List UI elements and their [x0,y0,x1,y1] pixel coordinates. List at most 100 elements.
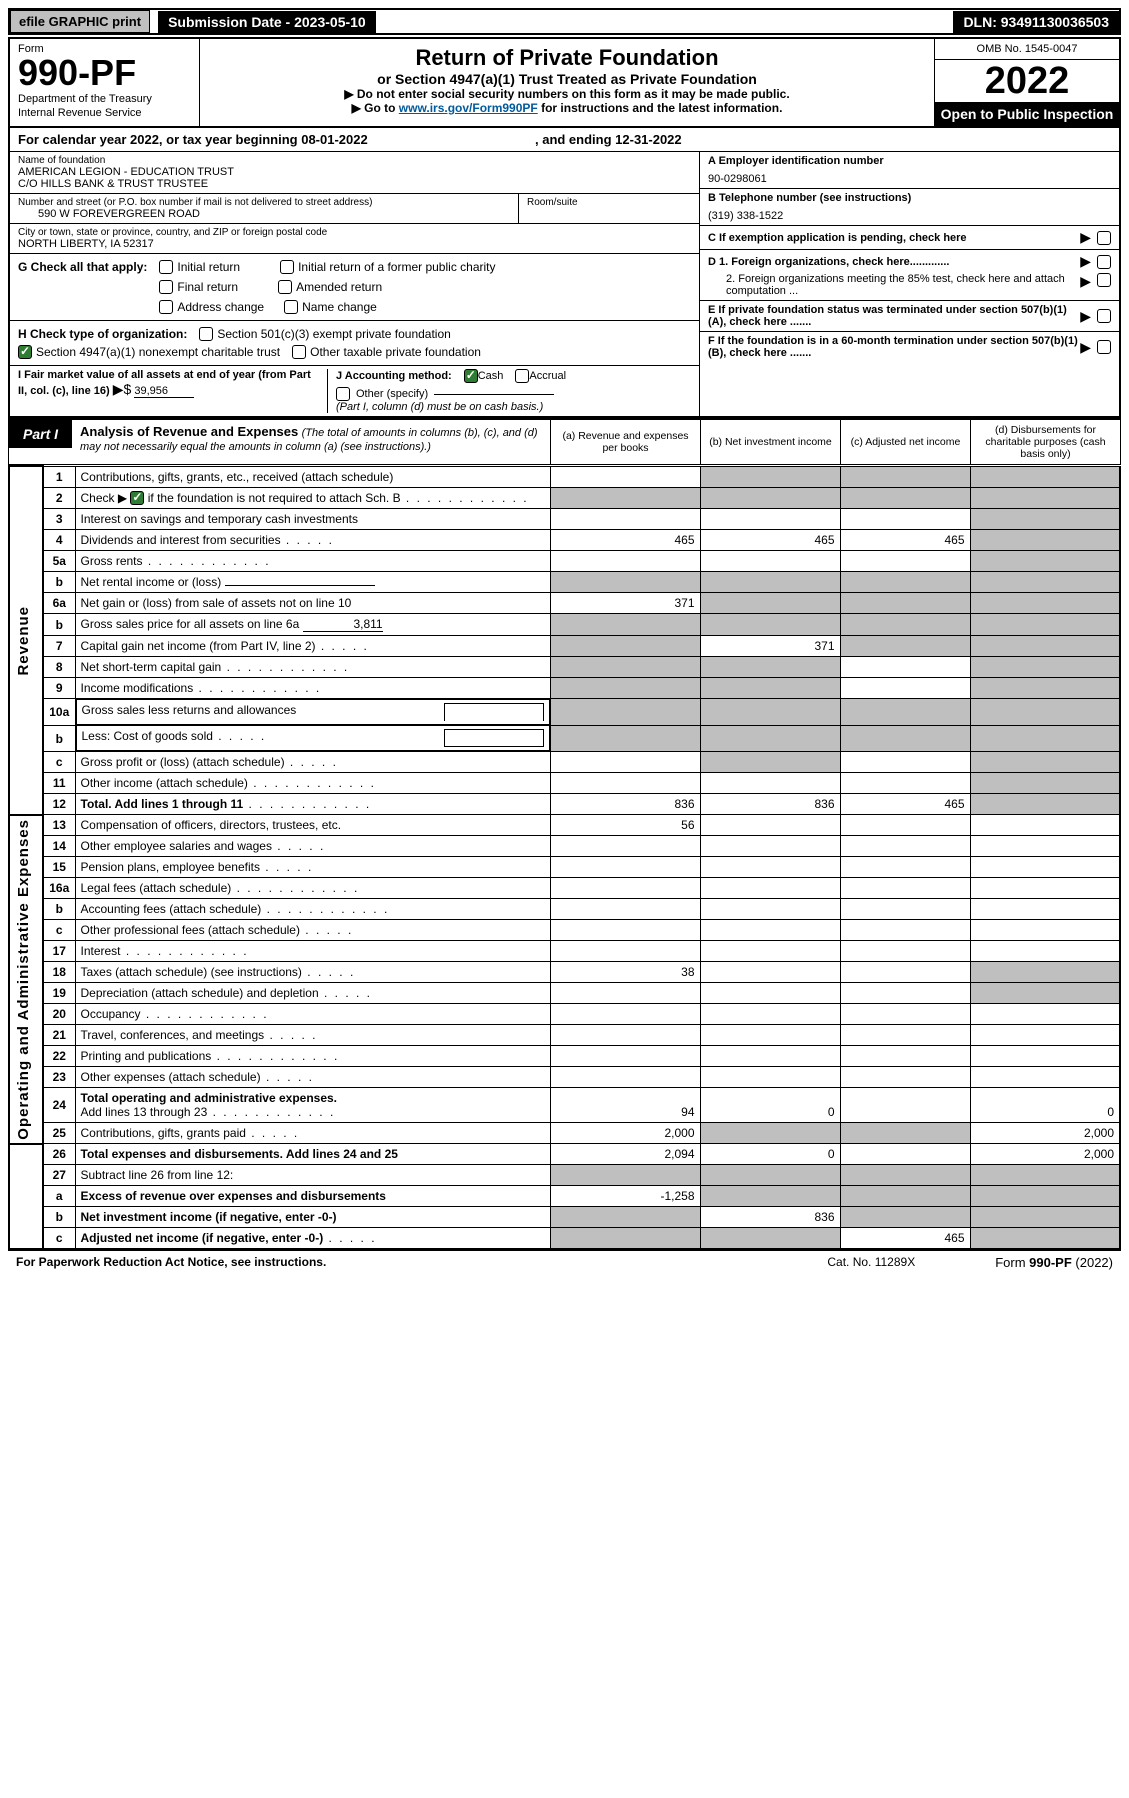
r27b-b: 836 [700,1207,840,1228]
line-10a-desc: Gross sales less returns and allowances [76,699,550,725]
table-row: aExcess of revenue over expenses and dis… [9,1186,1120,1207]
r26d: 2,000 [970,1144,1120,1165]
line-15-desc: Pension plans, employee benefits [75,857,550,878]
r24b: 0 [700,1088,840,1123]
c-label: C If exemption application is pending, c… [708,232,1080,244]
h-501c3-checkbox[interactable] [199,327,213,341]
j-cash-checkbox[interactable] [464,369,478,383]
line-10c-desc: Gross profit or (loss) (attach schedule) [75,752,550,773]
g-o6: Name change [302,300,377,314]
address-row: Number and street (or P.O. box number if… [10,194,699,224]
g-address-change-checkbox[interactable] [159,300,173,314]
line-4-desc: Dividends and interest from securities [75,530,550,551]
line-13-desc: Compensation of officers, directors, tru… [75,815,550,836]
j-o2: Accrual [529,370,566,382]
r24a: 94 [550,1088,700,1123]
entity-info: Name of foundation AMERICAN LEGION - EDU… [8,152,1121,418]
j-accrual-checkbox[interactable] [515,369,529,383]
g-o4: Amended return [296,280,382,294]
r12b: 836 [700,794,840,815]
ij-row: I Fair market value of all assets at end… [10,366,699,416]
efile-print-button[interactable]: efile GRAPHIC print [10,10,150,33]
goto-line: ▶ Go to www.irs.gov/Form990PF for instru… [208,101,926,115]
table-row: 23Other expenses (attach schedule) [9,1067,1120,1088]
form-subtitle: or Section 4947(a)(1) Trust Treated as P… [208,71,926,87]
line-27b-desc: Net investment income (if negative, ente… [75,1207,550,1228]
b-cell: B Telephone number (see instructions) (3… [700,189,1119,226]
f-checkbox[interactable] [1097,340,1111,354]
info-right: A Employer identification number 90-0298… [699,152,1119,416]
col-b-header: (b) Net investment income [700,420,840,464]
table-row: 2Check ▶ if the foundation is not requir… [9,487,1120,509]
line-5b-desc: Net rental income or (loss) [75,572,550,593]
e-checkbox[interactable] [1097,309,1111,323]
part1-title: Analysis of Revenue and Expenses [80,424,298,439]
table-row: 22Printing and publications [9,1046,1120,1067]
d2-checkbox[interactable] [1097,273,1111,287]
name-label: Name of foundation [18,155,691,166]
goto-post: for instructions and the latest informat… [538,101,783,115]
line-17-desc: Interest [75,941,550,962]
name-cell: Name of foundation AMERICAN LEGION - EDU… [10,152,699,194]
line-3-desc: Interest on savings and temporary cash i… [75,509,550,530]
c-checkbox[interactable] [1097,231,1111,245]
g-o3: Final return [177,280,238,294]
part1-title-block: Analysis of Revenue and Expenses (The to… [72,420,550,457]
col-a-header: (a) Revenue and expenses per books [550,420,700,464]
table-row: 3Interest on savings and temporary cash … [9,509,1120,530]
cal-mid: , and ending 12-31-2022 [535,132,682,147]
g-final-return-checkbox[interactable] [159,280,173,294]
g-o1: Initial return [177,260,240,274]
h-other-taxable-checkbox[interactable] [292,345,306,359]
r13a: 56 [550,815,700,836]
g-initial-former-checkbox[interactable] [280,260,294,274]
c-cell: C If exemption application is pending, c… [700,226,1119,250]
table-row: 11Other income (attach schedule) [9,773,1120,794]
line-22-desc: Printing and publications [75,1046,550,1067]
g-amended-checkbox[interactable] [278,280,292,294]
line-26-desc: Total expenses and disbursements. Add li… [75,1144,550,1165]
line-16c-desc: Other professional fees (attach schedule… [75,920,550,941]
j-label: J Accounting method: [336,370,452,382]
table-row: Operating and Administrative Expenses 13… [9,815,1120,836]
j-other-checkbox[interactable] [336,387,350,401]
table-row: bNet rental income or (loss) [9,572,1120,593]
line-23-desc: Other expenses (attach schedule) [75,1067,550,1088]
city-label: City or town, state or province, country… [18,227,691,238]
d1-checkbox[interactable] [1097,255,1111,269]
page: efile GRAPHIC print Submission Date - 20… [0,0,1129,1282]
table-row: 4Dividends and interest from securities4… [9,530,1120,551]
form-title: Return of Private Foundation [208,45,926,71]
table-row: 19Depreciation (attach schedule) and dep… [9,983,1120,1004]
omb-number: OMB No. 1545-0047 [935,39,1119,60]
line-2-checkbox[interactable] [130,491,144,505]
g-initial-return-checkbox[interactable] [159,260,173,274]
street-address: 590 W FOREVERGREEN ROAD [38,208,510,220]
column-headers: (a) Revenue and expenses per books (b) N… [550,420,1120,464]
r12a: 836 [550,794,700,815]
g-name-change-checkbox[interactable] [284,300,298,314]
c-arrow-icon: ▶ [1080,229,1091,246]
goto-link[interactable]: www.irs.gov/Form990PF [399,101,538,115]
line-27a-desc: Excess of revenue over expenses and disb… [75,1186,550,1207]
table-row: Revenue 1Contributions, gifts, grants, e… [9,466,1120,487]
submission-date-badge: Submission Date - 2023-05-10 [158,11,376,33]
table-row: 20Occupancy [9,1004,1120,1025]
form-header: Form 990-PF Department of the Treasury I… [8,37,1121,128]
g-row: G Check all that apply: Initial return I… [10,254,699,321]
part1-header: Part I Analysis of Revenue and Expenses … [8,418,1121,465]
line-20-desc: Occupancy [75,1004,550,1025]
r24d: 0 [970,1088,1120,1123]
table-row: 14Other employee salaries and wages [9,836,1120,857]
line-21-desc: Travel, conferences, and meetings [75,1025,550,1046]
h-4947-checkbox[interactable] [18,345,32,359]
line-14-desc: Other employee salaries and wages [75,836,550,857]
table-row: bGross sales price for all assets on lin… [9,614,1120,636]
r27c-c: 465 [840,1228,970,1250]
r25d: 2,000 [970,1123,1120,1144]
header-mid: Return of Private Foundation or Section … [200,39,934,126]
h-o1: Section 501(c)(3) exempt private foundat… [217,327,450,341]
r12c: 465 [840,794,970,815]
dln-badge: DLN: 93491130036503 [953,11,1119,33]
line-11-desc: Other income (attach schedule) [75,773,550,794]
